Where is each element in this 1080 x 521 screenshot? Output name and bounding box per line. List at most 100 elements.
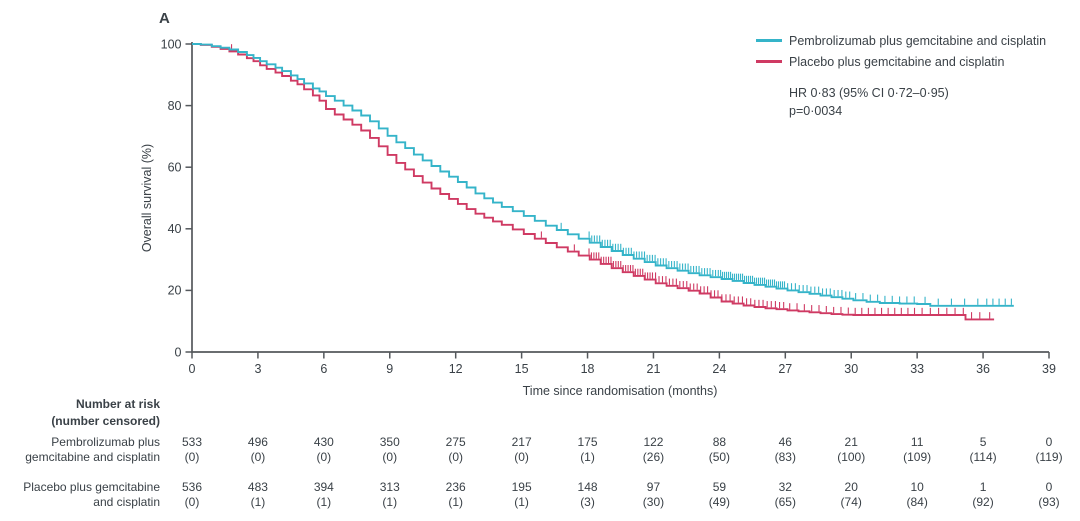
risk-count: 350 [379,435,400,449]
risk-row-label-placebo-1: Placebo plus gemcitabine [23,480,160,494]
censored-count: (0) [382,450,398,464]
censored-count: (83) [774,450,796,464]
censored-count: (1) [316,495,332,509]
risk-table-header: Number at risk [75,397,160,411]
censored-count: (114) [969,450,997,464]
censored-count: (1) [514,495,529,509]
x-tick-label: 21 [647,362,661,376]
placebo-line-swatch [756,60,782,63]
x-tick-label: 27 [778,362,792,376]
y-tick-label: 0 [175,345,182,359]
risk-count: 10 [910,480,924,494]
legend-label-pembrolizumab: Pembrolizumab plus gemcitabine and cispl… [789,33,1047,48]
risk-count: 88 [712,435,727,449]
risk-count: 11 [910,435,924,449]
x-tick-label: 0 [189,362,196,376]
x-tick-label: 15 [515,362,529,376]
x-tick-label: 6 [320,362,327,376]
y-tick-label: 40 [168,222,182,236]
risk-count: 0 [1045,480,1053,494]
panel-label: A [159,10,170,27]
censored-count: (50) [708,450,731,464]
risk-count: 20 [844,480,858,494]
censored-count: (100) [837,450,866,464]
x-axis-title: Time since randomisation (months) [522,384,718,398]
risk-count: 496 [247,435,268,449]
x-tick-label: 3 [254,362,261,376]
censored-count: (84) [906,495,928,509]
y-tick-label: 60 [168,161,182,175]
censored-count: (0) [448,450,464,464]
risk-count: 195 [511,480,532,494]
legend-label-placebo: Placebo plus gemcitabine and cisplatin [789,54,1005,69]
y-tick-label: 20 [168,284,182,298]
x-tick-label: 24 [712,362,726,376]
risk-count: 483 [247,480,268,494]
risk-count: 536 [181,480,203,494]
x-tick-label: 18 [581,362,595,376]
censored-count: (0) [316,450,332,464]
censored-count: (30) [642,495,665,509]
censored-count: (74) [840,495,862,509]
x-tick-label: 33 [910,362,924,376]
risk-count: 430 [313,435,334,449]
risk-count: 394 [313,480,334,494]
censored-count: (0) [514,450,529,464]
risk-count: 533 [181,435,203,449]
axis-ticks [185,43,1050,359]
censored-count: (93) [1038,495,1060,509]
series-placebo [192,43,995,321]
x-tick-label: 12 [449,362,463,376]
risk-count: 175 [577,435,598,449]
censored-count: (1) [382,495,398,509]
hr-annotation: HR 0·83 (95% CI 0·72–0·95) p=0·0034 [789,84,1046,120]
censor-ticks-placebo [231,44,991,319]
risk-count: 148 [577,480,598,494]
y-tick-label: 100 [161,37,182,51]
risk-row-label-pembrolizumab-1: Pembrolizumab plus [51,435,160,449]
risk-count: 122 [643,435,664,449]
risk-count: 275 [445,435,466,449]
legend-item-placebo: Placebo plus gemcitabine and cisplatin [756,51,1046,72]
censored-count: (92) [972,495,994,509]
risk-count: 46 [778,435,792,449]
p-value-text: p=0·0034 [789,104,843,118]
censored-count: (65) [774,495,796,509]
censored-count: (0) [250,450,266,464]
censored-count: (0) [184,450,200,464]
y-axis-title: Overall survival (%) [140,143,154,253]
x-tick-label: 36 [976,362,990,376]
censored-count: (119) [1035,450,1063,464]
censored-count: (49) [708,495,731,509]
series-pembrolizumab [192,43,1014,307]
risk-count: 21 [844,435,858,449]
censored-count: (109) [903,450,932,464]
risk-count: 97 [646,480,661,494]
risk-table-subheader: (number censored) [51,414,160,428]
censored-count: (3) [580,495,595,509]
censored-count: (1) [250,495,266,509]
censor-ticks-pembrolizumab [560,222,1012,305]
axes [191,42,1049,353]
pembrolizumab-line-swatch [756,39,782,42]
x-tick-label: 9 [386,362,393,376]
risk-count: 0 [1045,435,1053,449]
risk-row-label-placebo-2: and cisplatin [93,495,160,509]
risk-count: 217 [511,435,532,449]
legend-item-pembrolizumab: Pembrolizumab plus gemcitabine and cispl… [756,30,1046,51]
censored-count: (1) [580,450,595,464]
censored-count: (1) [448,495,464,509]
risk-count: 313 [379,480,400,494]
hazard-ratio-text: HR 0·83 (95% CI 0·72–0·95) [789,86,949,100]
risk-row-label-pembrolizumab-2: gemcitabine and cisplatin [25,450,160,464]
risk-count: 236 [445,480,466,494]
legend: Pembrolizumab plus gemcitabine and cispl… [756,30,1046,120]
x-tick-label: 30 [844,362,858,376]
risk-count: 5 [979,435,987,449]
risk-count: 32 [778,480,792,494]
risk-count: 1 [979,480,987,494]
x-tick-label: 39 [1042,362,1056,376]
